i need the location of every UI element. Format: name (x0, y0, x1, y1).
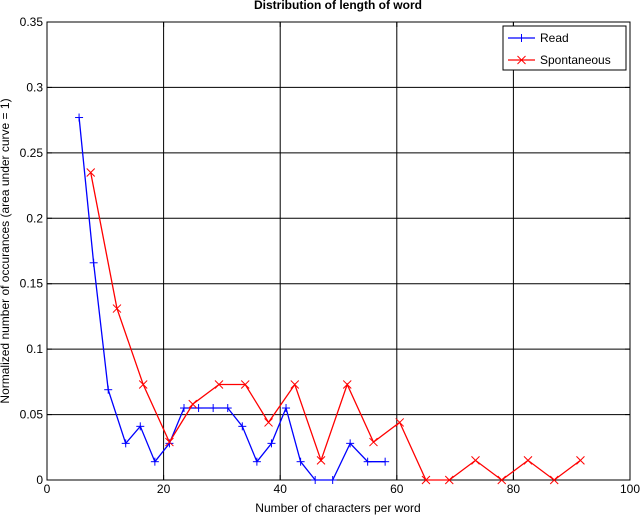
legend-entry-spontaneous: Spontaneous (508, 53, 611, 67)
marker-stroke (188, 399, 198, 409)
data-point-spontaneous (165, 437, 174, 447)
series-read (75, 113, 390, 484)
data-point-read (311, 476, 320, 484)
y-tick-label: 0.05 (20, 408, 44, 422)
data-point-spontaneous (138, 380, 148, 389)
marker-stroke (523, 456, 533, 465)
data-point-spontaneous (369, 437, 378, 447)
marker-stroke (264, 418, 273, 427)
chart-title: Distribution of length of word (254, 0, 422, 12)
data-point-spontaneous (497, 475, 507, 485)
x-tick-label: 60 (390, 482, 404, 496)
y-tick-label: 0.15 (20, 277, 44, 291)
marker-stroke (549, 475, 559, 485)
legend-marker-spontaneous (517, 55, 526, 65)
marker-stroke (316, 456, 326, 465)
legend: Read Spontaneous (502, 25, 627, 71)
grid (47, 22, 630, 480)
data-point-spontaneous (444, 475, 454, 485)
series-line-spontaneous (90, 172, 581, 481)
data-point-read (238, 422, 247, 431)
data-point-read (346, 439, 355, 448)
data-point-read (223, 404, 232, 413)
data-point-read (282, 404, 291, 413)
x-axis-label: Number of characters per word (255, 501, 420, 515)
y-tick-label: 0.3 (26, 80, 43, 94)
data-point-spontaneous (316, 456, 326, 465)
y-tick-label: 0 (36, 473, 43, 487)
data-point-read (252, 457, 261, 466)
data-point-read (194, 404, 203, 413)
data-point-spontaneous (264, 418, 273, 427)
marker-stroke (369, 437, 378, 447)
data-point-read (381, 457, 390, 466)
data-point-read (180, 404, 189, 413)
legend-items: Read Spontaneous (508, 31, 611, 67)
plot-background (47, 22, 630, 480)
x-tick-label: 40 (274, 482, 288, 496)
data-point-spontaneous (576, 456, 585, 465)
data-point-read (104, 385, 113, 394)
data-point-spontaneous (214, 380, 224, 389)
marker-stroke (240, 380, 250, 389)
plot-frame (46, 21, 631, 481)
marker-stroke (290, 380, 300, 389)
marker-stroke (214, 380, 224, 389)
data-point-spontaneous (290, 380, 300, 389)
x-tick-label: 100 (620, 482, 640, 496)
marker-stroke (86, 168, 96, 177)
data-point-spontaneous (421, 475, 431, 485)
marker-stroke (471, 456, 480, 465)
data-point-read (267, 439, 276, 448)
data-point-read (89, 258, 98, 267)
x-tick-label: 80 (507, 482, 521, 496)
data-point-spontaneous (188, 399, 198, 409)
marker-stroke (576, 456, 585, 465)
marker-stroke (112, 304, 122, 313)
data-point-read (328, 476, 337, 484)
legend-label-spontaneous: Spontaneous (540, 53, 611, 67)
marker-stroke (421, 475, 431, 485)
marker-stroke (497, 475, 507, 485)
legend-entry-read: Read (508, 31, 569, 45)
marker-stroke (138, 380, 148, 389)
data-point-read (121, 439, 130, 448)
data-point-read (209, 404, 218, 413)
marker-stroke (342, 380, 352, 389)
legend-marker-read (517, 34, 526, 42)
y-tick-label: 0.25 (20, 146, 44, 160)
marker-stroke (444, 475, 454, 485)
marker-stroke (517, 55, 526, 65)
data-point-spontaneous (471, 456, 480, 465)
data-point-spontaneous (112, 304, 122, 313)
data-point-read (296, 457, 305, 466)
y-tick-label: 0.35 (20, 15, 44, 29)
y-tick-label: 0.2 (26, 211, 43, 225)
ticks: 0 20 40 60 80 100 0 0.05 0.1 0.15 0.2 0.25 0.3 0.35 (20, 15, 640, 496)
data-point-spontaneous (86, 168, 96, 177)
data-point-spontaneous (523, 456, 533, 465)
y-tick-label: 0.1 (26, 342, 43, 356)
data-point-spontaneous (342, 380, 352, 389)
series-spontaneous (86, 168, 585, 485)
data-point-read (363, 457, 372, 466)
data-point-read (136, 422, 145, 431)
data-point-spontaneous (549, 475, 559, 485)
data-point-spontaneous (240, 380, 250, 389)
x-tick-label: 0 (44, 482, 51, 496)
marker-stroke (165, 437, 174, 447)
data-point-read (75, 113, 84, 122)
x-tick-label: 20 (157, 482, 171, 496)
series-layer (75, 113, 585, 485)
legend-label-read: Read (540, 31, 569, 45)
marker-stroke (395, 418, 405, 427)
data-point-spontaneous (395, 418, 405, 427)
data-point-read (150, 457, 159, 466)
y-axis-label: Normalized number of occurances (area un… (0, 98, 12, 403)
